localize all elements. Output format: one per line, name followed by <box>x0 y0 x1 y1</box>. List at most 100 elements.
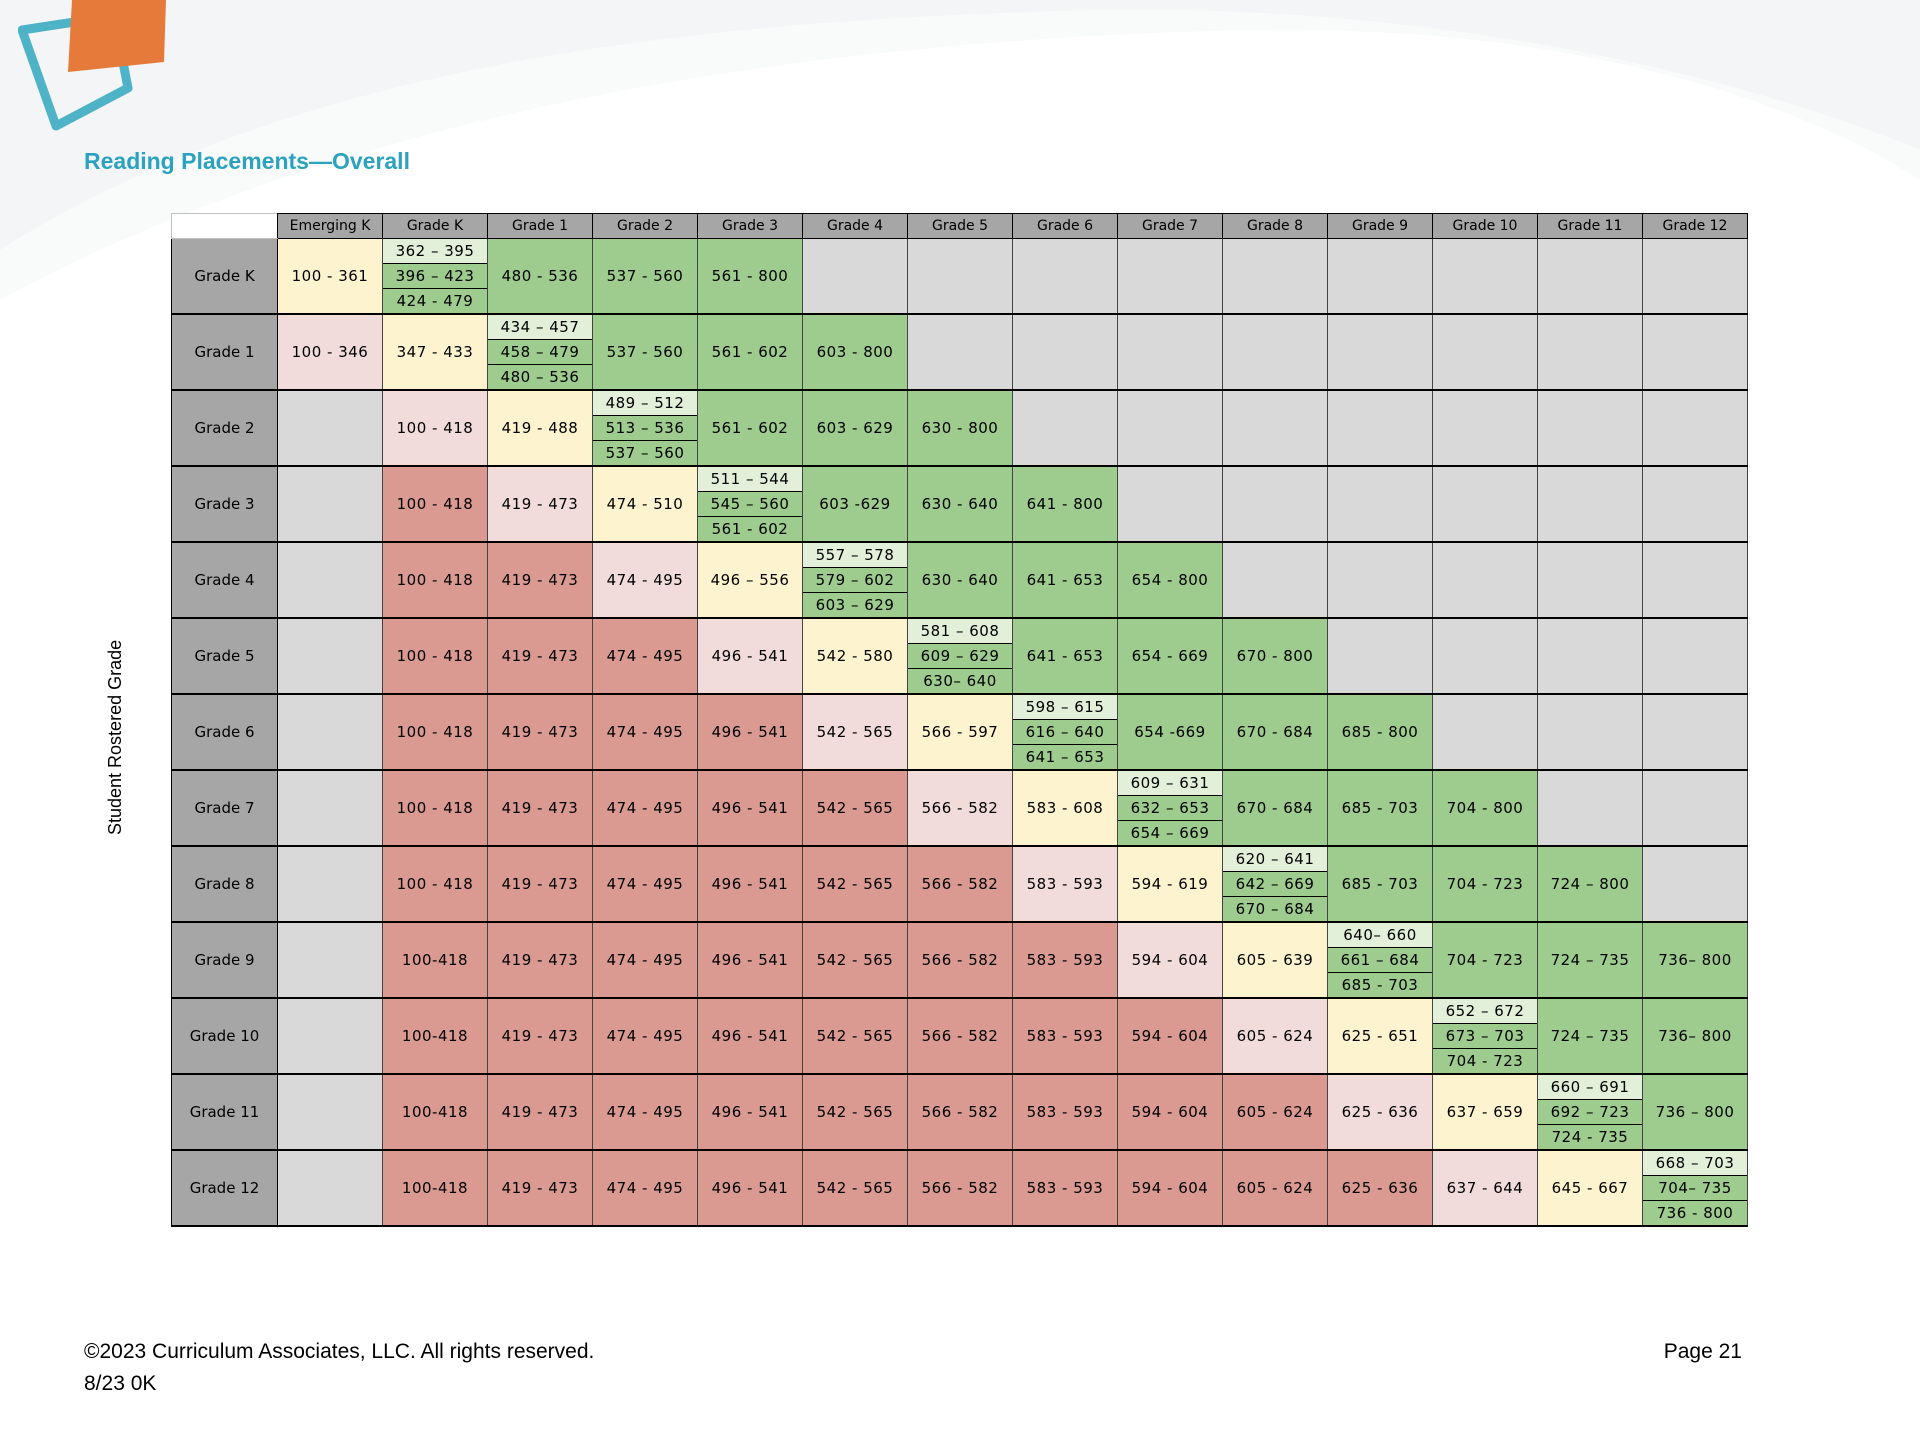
placement-cell: 496 - 541 <box>697 997 803 1075</box>
placement-cell: 496 - 541 <box>697 617 803 695</box>
placement-subrange: 641 – 653 <box>1013 745 1117 769</box>
empty-cell <box>1432 693 1538 771</box>
empty-cell <box>1327 389 1433 467</box>
placement-cell: 419 - 473 <box>487 769 593 847</box>
empty-cell <box>1642 769 1748 847</box>
placement-subrange: 660 – 691 <box>1538 1075 1642 1100</box>
placement-cell: 100-418 <box>382 1149 488 1227</box>
placement-cell: 496 - 541 <box>697 921 803 999</box>
placement-cell: 637 - 644 <box>1432 1149 1538 1227</box>
empty-cell <box>1537 769 1643 847</box>
placement-cell: 542 - 565 <box>802 997 908 1075</box>
placement-cell: 566 - 582 <box>907 921 1013 999</box>
placement-subrange: 557 – 578 <box>803 543 907 568</box>
placement-cell: 474 - 495 <box>592 769 698 847</box>
empty-cell <box>1432 389 1538 467</box>
placement-cell: 347 - 433 <box>382 313 488 391</box>
placement-cell: 654 - 800 <box>1117 541 1223 619</box>
empty-cell <box>1537 693 1643 771</box>
placement-cell: 670 - 684 <box>1222 693 1328 771</box>
column-header: Grade 9 <box>1327 213 1433 239</box>
placement-cell-split: 652 – 672 673 – 703 704 - 723 <box>1432 997 1538 1075</box>
empty-cell <box>1642 465 1748 543</box>
placement-cell: 537 - 560 <box>592 238 698 315</box>
empty-cell <box>1117 465 1223 543</box>
placement-cell: 474 - 495 <box>592 997 698 1075</box>
placement-subrange: 652 – 672 <box>1433 999 1537 1024</box>
placement-cell: 704 - 723 <box>1432 845 1538 923</box>
placement-cell: 419 - 473 <box>487 997 593 1075</box>
placement-cell: 419 - 473 <box>487 465 593 543</box>
empty-cell <box>1117 313 1223 391</box>
placement-cell: 594 - 619 <box>1117 845 1223 923</box>
empty-cell <box>1327 541 1433 619</box>
placement-cell: 594 - 604 <box>1117 921 1223 999</box>
placement-subrange: 458 – 479 <box>488 340 592 365</box>
placement-cell: 625 - 651 <box>1327 997 1433 1075</box>
placement-cell: 496 - 541 <box>697 1073 803 1151</box>
column-header: Grade 12 <box>1642 213 1748 239</box>
placement-cell: 100 - 361 <box>277 238 383 315</box>
placement-cell: 641 - 653 <box>1012 617 1118 695</box>
placement-subrange: 581 – 608 <box>908 619 1012 644</box>
placement-cell: 542 - 565 <box>802 693 908 771</box>
empty-cell <box>1432 617 1538 695</box>
empty-cell <box>277 541 383 619</box>
row-header: Grade 5 <box>171 617 278 695</box>
placement-subrange: 598 – 615 <box>1013 695 1117 720</box>
placement-cell: 100 - 418 <box>382 389 488 467</box>
placement-cell: 583 - 593 <box>1012 1073 1118 1151</box>
placement-cell: 496 - 541 <box>697 1149 803 1227</box>
row-header: Grade 8 <box>171 845 278 923</box>
row-header: Grade 11 <box>171 1073 278 1151</box>
page-number: Page 21 <box>1663 1340 1742 1363</box>
placement-cell: 561 - 800 <box>697 238 803 315</box>
y-axis-label: Student Rostered Grade <box>105 639 125 835</box>
placement-cell: 542 - 565 <box>802 1149 908 1227</box>
placement-cell: 594 - 604 <box>1117 1073 1223 1151</box>
row-header: Grade 7 <box>171 769 278 847</box>
table-row: Grade K 100 - 361 362 – 395 396 – 423 424 - … <box>171 238 1748 315</box>
placement-cell: 625 - 636 <box>1327 1149 1433 1227</box>
empty-cell <box>277 1149 383 1227</box>
placement-cell: 583 - 593 <box>1012 1149 1118 1227</box>
empty-cell <box>1642 313 1748 391</box>
placement-cell: 641 - 653 <box>1012 541 1118 619</box>
column-header: Grade 10 <box>1432 213 1538 239</box>
row-header: Grade 9 <box>171 921 278 999</box>
empty-cell <box>1327 313 1433 391</box>
row-header: Grade K <box>171 238 278 315</box>
placement-cell-split: 489 – 512 513 – 536 537 – 560 <box>592 389 698 467</box>
placement-cell-split: 362 – 395 396 – 423 424 - 479 <box>382 238 488 315</box>
placement-cell: 100 - 418 <box>382 845 488 923</box>
placement-cell: 542 - 580 <box>802 617 908 695</box>
table-row: Grade 2 100 - 418 419 - 488 489 – 512 513 – … <box>171 389 1748 467</box>
placement-cell: 100 - 418 <box>382 693 488 771</box>
placement-subrange: 736 - 800 <box>1643 1201 1747 1225</box>
placement-subrange: 704– 735 <box>1643 1176 1747 1201</box>
empty-cell <box>1537 541 1643 619</box>
placement-cell: 100 - 346 <box>277 313 383 391</box>
row-header: Grade 1 <box>171 313 278 391</box>
placement-cell: 100-418 <box>382 921 488 999</box>
placement-cell: 654 - 669 <box>1117 617 1223 695</box>
table-row: Grade 9 100-418 419 - 473 474 - 495 496 - 54… <box>171 921 1748 999</box>
column-header: Grade 1 <box>487 213 593 239</box>
empty-cell <box>1642 845 1748 923</box>
placement-cell-split: 511 – 544 545 – 560 561 - 602 <box>697 465 803 543</box>
placement-cell: 566 - 597 <box>907 693 1013 771</box>
column-header: Grade 8 <box>1222 213 1328 239</box>
column-header: Grade 7 <box>1117 213 1223 239</box>
placement-cell: 583 - 593 <box>1012 921 1118 999</box>
placement-cell: 474 - 495 <box>592 693 698 771</box>
placement-subrange: 632 – 653 <box>1118 796 1222 821</box>
placement-cell: 736– 800 <box>1642 921 1748 999</box>
placement-cell: 566 - 582 <box>907 1073 1013 1151</box>
row-header: Grade 10 <box>171 997 278 1075</box>
column-header: Grade 5 <box>907 213 1013 239</box>
document-code: 8/23 0K <box>84 1372 157 1395</box>
placement-subrange: 630– 640 <box>908 669 1012 693</box>
empty-cell <box>277 997 383 1075</box>
placement-subrange: 620 – 641 <box>1223 847 1327 872</box>
placement-cell: 630 - 800 <box>907 389 1013 467</box>
